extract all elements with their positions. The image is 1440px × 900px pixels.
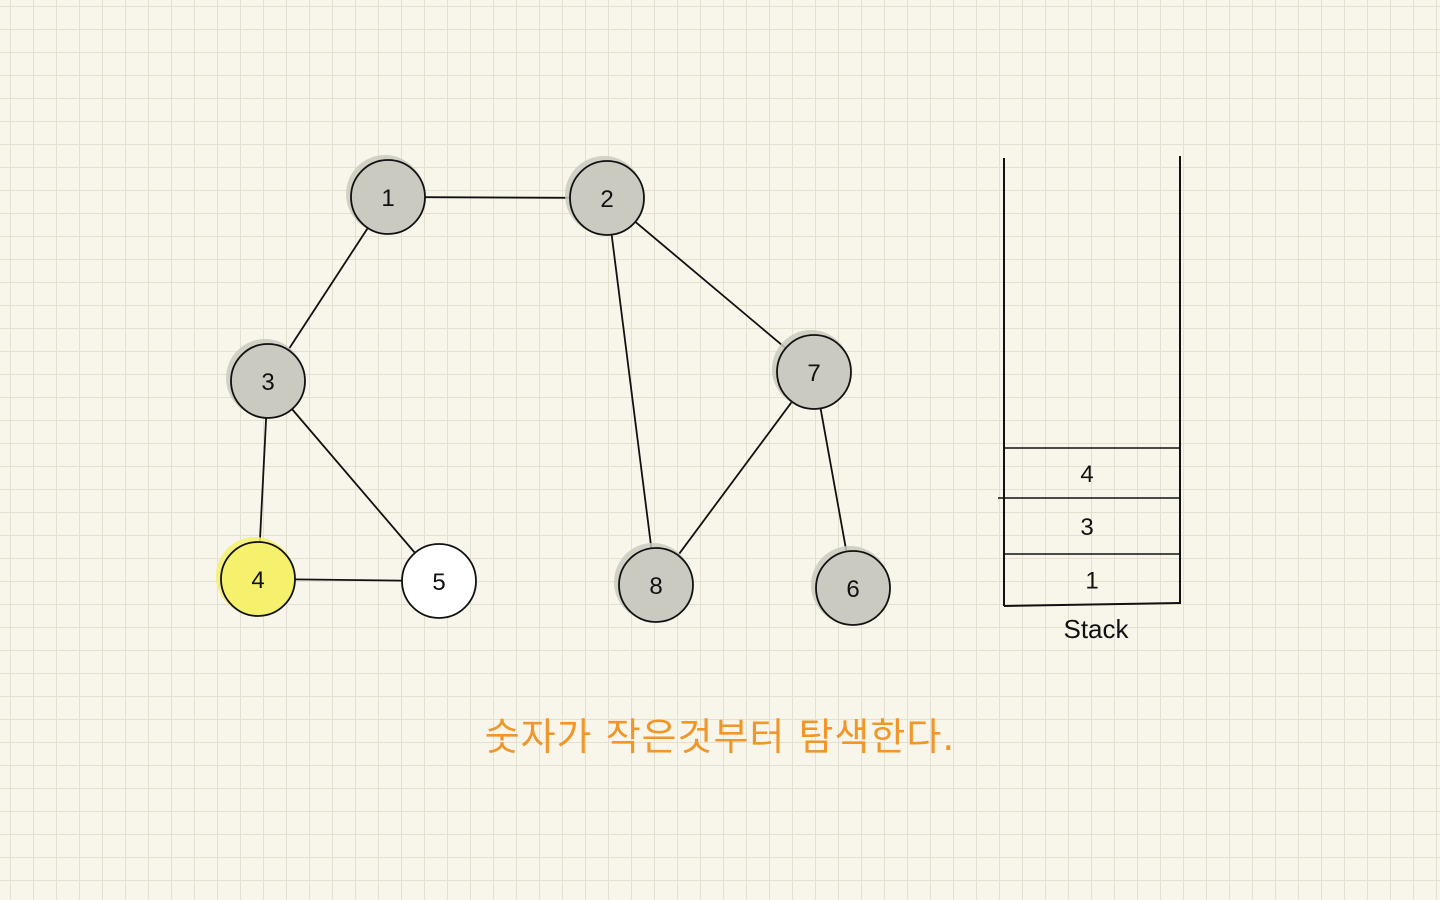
- stack-item-1: 1: [1085, 568, 1098, 595]
- edge-4-5: [294, 578, 403, 582]
- node-1: 1: [346, 155, 426, 235]
- edge-7-8: [677, 401, 793, 556]
- edge-2-7: [634, 221, 787, 349]
- node-6-circle: [815, 550, 891, 626]
- node-7-circle: [776, 334, 852, 410]
- node-5-label: 5: [432, 569, 445, 596]
- node-5-circle: [401, 543, 477, 619]
- node-7: 7: [772, 330, 852, 410]
- stack-container: 4 3 1 Stack: [998, 156, 1181, 644]
- node-3-circle: [230, 343, 306, 419]
- stack-item-3: 3: [1080, 514, 1093, 541]
- caption-text: 숫자가 작은것부터 탐색한다.: [484, 715, 956, 759]
- node-1-label: 1: [381, 185, 394, 212]
- nodes-layer: 1 2 3 4 5 6 7 8: [216, 155, 891, 626]
- edge-3-4: [258, 417, 268, 543]
- node-6-label: 6: [846, 576, 859, 603]
- node-3: 3: [226, 339, 306, 419]
- edge-1-2: [424, 196, 571, 199]
- edge-1-3: [287, 227, 369, 351]
- stack-caption: Stack: [1063, 614, 1129, 644]
- node-2: 2: [565, 156, 645, 236]
- node-4-label: 4: [251, 567, 264, 594]
- node-3-label: 3: [261, 369, 274, 396]
- node-8: 8: [614, 543, 694, 623]
- node-1-circle: [350, 159, 426, 235]
- stack-bottom: [1003, 602, 1181, 607]
- node-6: 6: [811, 546, 891, 626]
- node-8-label: 8: [649, 573, 662, 600]
- edge-7-6: [819, 408, 848, 552]
- edge-2-8: [610, 234, 653, 549]
- node-2-label: 2: [600, 186, 613, 213]
- node-4-circle: [220, 541, 296, 617]
- node-7-label: 7: [807, 360, 820, 387]
- edges-layer: [258, 196, 848, 582]
- stack-item-4: 4: [1080, 461, 1093, 488]
- node-5: 5: [401, 543, 477, 619]
- node-4: 4: [216, 537, 296, 617]
- stack-cells: 4 3 1: [998, 447, 1180, 595]
- edge-3-5: [291, 408, 416, 554]
- node-2-circle: [569, 160, 645, 236]
- node-8-circle: [618, 547, 694, 623]
